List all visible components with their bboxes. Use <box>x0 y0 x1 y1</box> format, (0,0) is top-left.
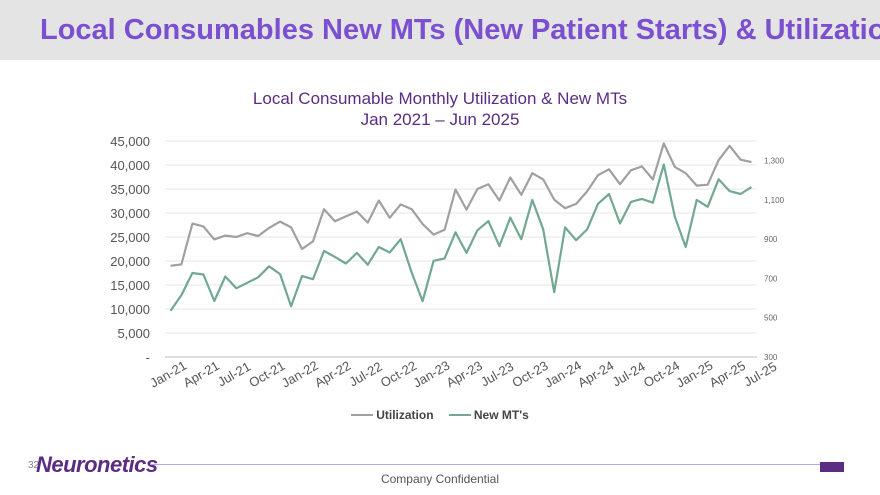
y-right-tick-label: 1,100 <box>764 196 785 205</box>
x-tick-label: Oct-23 <box>509 358 550 390</box>
x-tick-label: Jan-21 <box>147 358 189 391</box>
x-tick-label: Jul-21 <box>215 359 253 390</box>
legend-label-utilization: Utilization <box>376 408 434 422</box>
x-tick-label: Apr-21 <box>180 358 221 391</box>
x-tick-label: Jul-23 <box>478 359 516 390</box>
footer-confidential: Company Confidential <box>380 472 500 486</box>
y-left-tick-label: 10,000 <box>110 302 150 317</box>
x-tick-label: Jan-23 <box>410 358 452 391</box>
x-tick-label: Jul-22 <box>346 359 384 390</box>
legend-label-new-mts: New MT's <box>473 408 529 422</box>
y-right-tick-label: 500 <box>764 314 778 323</box>
y-right-tick-label: 1,300 <box>764 157 785 166</box>
x-tick-label: Apr-22 <box>312 358 353 391</box>
y-left-tick-label: 25,000 <box>110 230 150 245</box>
series-line-utilization <box>170 142 752 267</box>
title-bar <box>0 0 880 60</box>
x-tick-label: Jul-24 <box>610 359 648 390</box>
y-left-tick-label: 20,000 <box>110 254 150 269</box>
y-left-tick-label: 40,000 <box>110 158 150 173</box>
x-tick-label: Apr-24 <box>575 358 616 391</box>
footer-divider <box>150 464 840 465</box>
neuronetics-logo: Neuronetics <box>36 452 158 477</box>
footer-accent <box>820 462 844 472</box>
x-tick-label: Apr-25 <box>707 358 748 391</box>
x-tick-label: Oct-22 <box>378 358 419 390</box>
chart-legend: Utilization New MT's <box>0 405 880 422</box>
chart-subtitle: Jan 2021 – Jun 2025 <box>360 110 520 129</box>
y-left-tick-label: 30,000 <box>110 206 150 221</box>
y-left-tick-label: 45,000 <box>110 134 150 149</box>
y-left-tick-label: 5,000 <box>117 326 150 341</box>
y-left-tick-label: - <box>146 350 150 365</box>
slide-title: Local Consumables New MTs (New Patient S… <box>40 14 880 46</box>
x-tick-label: Jan-22 <box>279 358 321 391</box>
series-line-new-mts <box>169 163 753 312</box>
legend-item-utilization: Utilization <box>351 408 434 422</box>
x-tick-label: Jan-25 <box>673 358 715 391</box>
x-tick-label: Jan-24 <box>542 358 584 391</box>
y-right-tick-label: 900 <box>764 235 778 244</box>
y-right-tick-label: 700 <box>764 274 778 283</box>
x-tick-label: Apr-23 <box>444 358 485 391</box>
legend-item-new-mts: New MT's <box>448 408 529 422</box>
y-left-tick-label: 15,000 <box>110 278 150 293</box>
y-left-tick-label: 35,000 <box>110 182 150 197</box>
x-tick-label: Oct-21 <box>246 358 287 390</box>
legend-swatch-new-mts <box>448 414 471 416</box>
legend-swatch-utilization <box>351 414 374 416</box>
x-tick-label: Oct-24 <box>641 358 682 390</box>
y-right-tick-label: 300 <box>764 353 778 362</box>
x-tick-label: Jul-25 <box>741 359 779 390</box>
page-number: 32 <box>28 460 40 471</box>
line-chart: 45,000 40,000 35,000 30,000 25,000 20,000 15,0… <box>110 134 785 391</box>
chart-title: Local Consumable Monthly Utilization & N… <box>252 89 628 108</box>
